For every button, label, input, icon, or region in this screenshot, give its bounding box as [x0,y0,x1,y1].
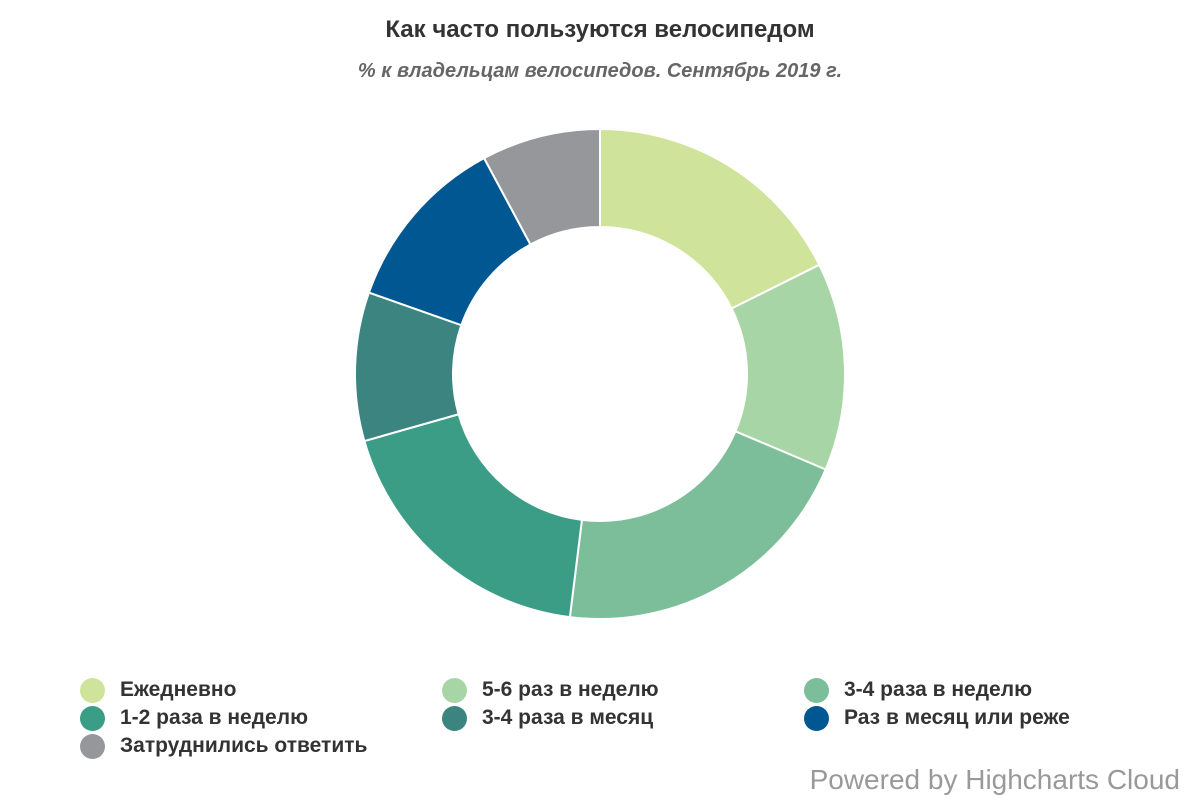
credits-link[interactable]: Powered by Highcharts Cloud [809,764,1180,795]
legend-label: Затруднились ответить [120,734,368,757]
legend-item-1-2-per-week[interactable]: 1-2 раза в неделю [80,705,442,731]
legend-dot-icon [804,677,829,703]
legend-label: Ежедневно [120,678,237,701]
donut-slice-4[interactable] [363,413,583,619]
legend-item-monthly-or-less[interactable]: Раз в месяц или реже [804,705,1140,731]
legend-label: 3-4 раза в месяц [482,706,654,729]
legend-dot-icon [804,705,829,731]
legend-label: 5-6 раз в неделю [482,678,659,701]
legend-dot-icon [80,733,105,759]
donut-slice-7[interactable] [483,128,601,246]
legend-label: 1-2 раза в неделю [120,706,309,729]
legend-item-5-6-per-week[interactable]: 5-6 раз в неделю [442,677,804,703]
legend-item-daily[interactable]: Ежедневно [80,677,442,703]
legend-row: Ежедневно 5-6 раз в неделю 3-4 раза в не… [80,676,1140,704]
legend-label: 3-4 раза в неделю [844,678,1033,701]
donut-slice-3[interactable] [568,430,827,620]
legend-dot-icon [442,705,467,731]
legend-item-3-4-per-week[interactable]: 3-4 раза в неделю [804,677,1140,703]
legend: Ежедневно 5-6 раз в неделю 3-4 раза в не… [80,676,1140,760]
legend-row: 1-2 раза в неделю 3-4 раза в месяц Раз в… [80,704,1140,732]
chart-title: Как часто пользуются велосипедом [385,16,815,43]
legend-item-hard-to-say[interactable]: Затруднились ответить [80,733,442,759]
legend-dot-icon [80,705,105,731]
donut-slices [354,128,846,620]
legend-dot-icon [80,677,105,703]
legend-dot-icon [442,677,467,703]
legend-item-3-4-per-month[interactable]: 3-4 раза в месяц [442,705,804,731]
legend-label: Раз в месяц или реже [844,706,1070,729]
legend-row: Затруднились ответить [80,732,1140,760]
chart-subtitle: % к владельцам велосипедов. Сентябрь 201… [357,60,843,82]
